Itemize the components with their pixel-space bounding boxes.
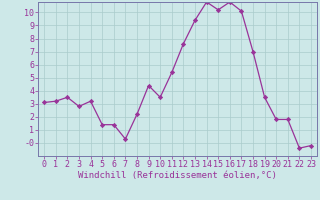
X-axis label: Windchill (Refroidissement éolien,°C): Windchill (Refroidissement éolien,°C) <box>78 171 277 180</box>
